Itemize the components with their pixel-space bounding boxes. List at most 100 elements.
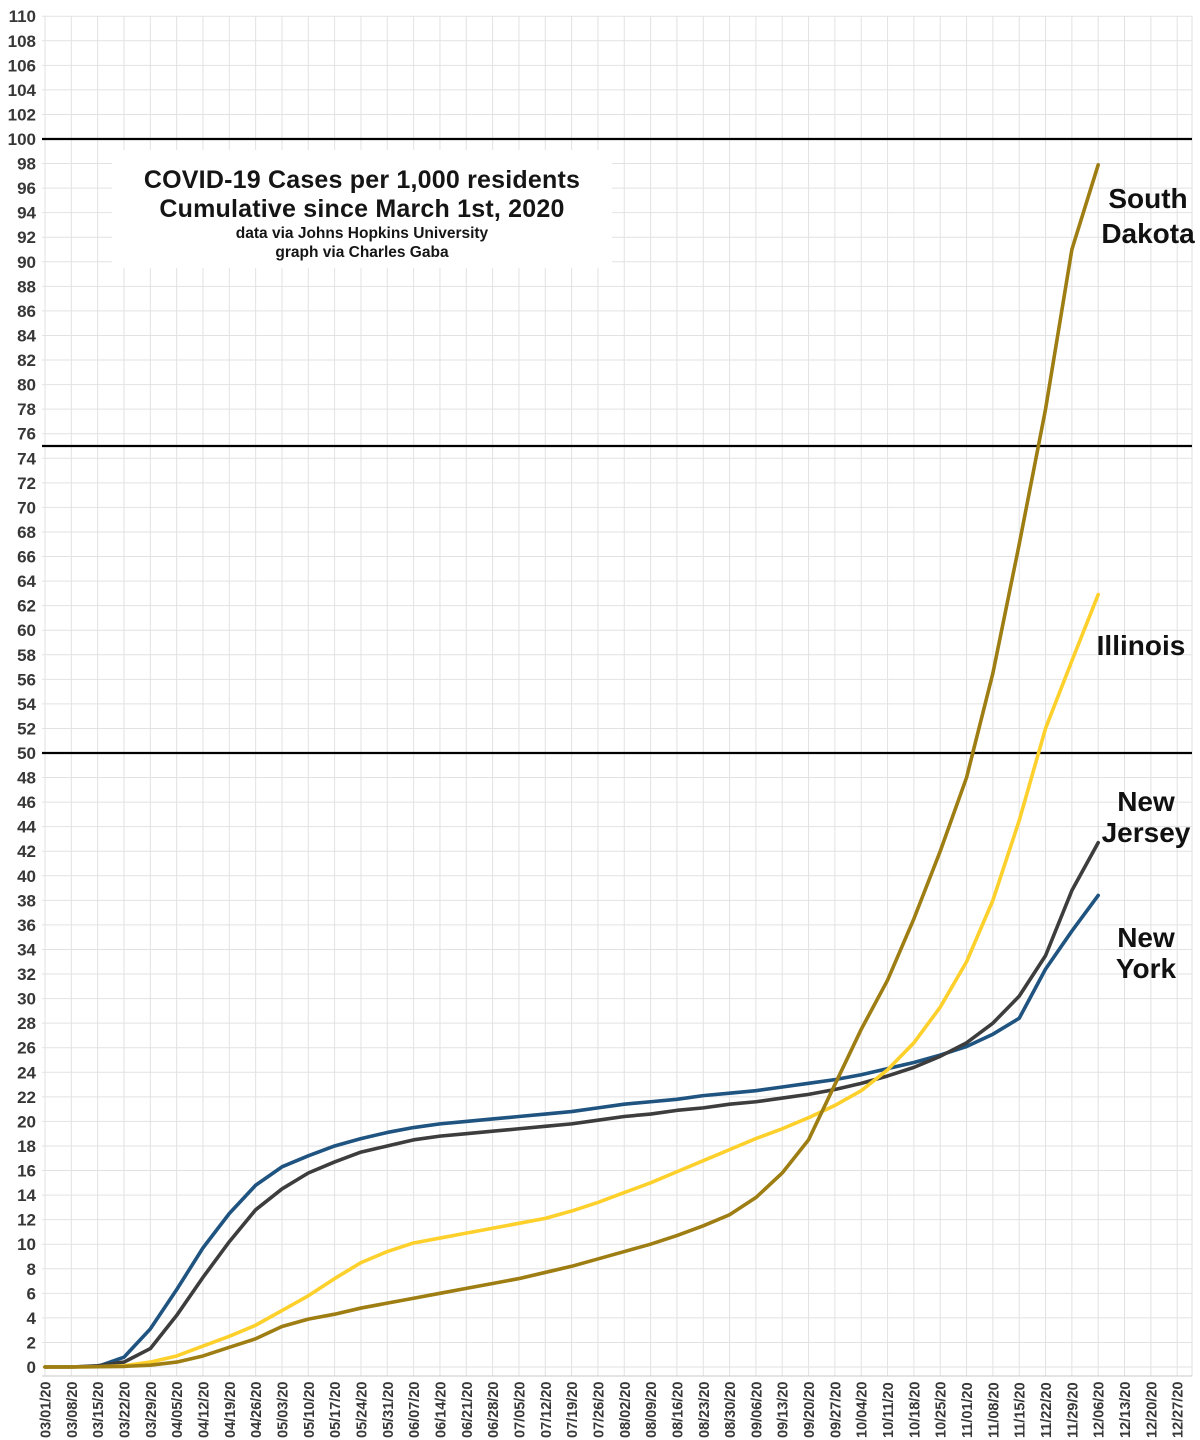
y-tick-label: 88 xyxy=(17,277,36,296)
x-tick-label: 03/15/20 xyxy=(91,1382,107,1438)
x-tick-label: 04/19/20 xyxy=(223,1382,239,1438)
y-tick-label: 4 xyxy=(27,1309,37,1328)
x-tick-label: 06/21/20 xyxy=(460,1382,476,1438)
line-south-dakota xyxy=(43,162,1100,1369)
x-tick-label: 03/01/20 xyxy=(39,1382,55,1438)
y-tick-label: 26 xyxy=(17,1039,36,1058)
y-tick-label: 102 xyxy=(8,105,36,124)
series-label-text: Jersey xyxy=(1101,817,1191,848)
series-label-south-dakota: South Dakota xyxy=(1090,181,1200,251)
x-tick-label: 09/27/20 xyxy=(828,1382,844,1438)
x-tick-label: 10/18/20 xyxy=(907,1382,923,1438)
y-tick-label: 36 xyxy=(17,916,36,935)
series-label-new-york: New York xyxy=(1098,922,1194,984)
x-tick-label: 11/15/20 xyxy=(1013,1382,1029,1438)
x-tick-label: 03/08/20 xyxy=(65,1382,81,1438)
y-tick-label: 72 xyxy=(17,474,36,493)
x-tick-label: 06/28/20 xyxy=(486,1382,502,1438)
x-tick-label: 12/27/20 xyxy=(1171,1382,1187,1438)
y-tick-label: 76 xyxy=(17,425,36,444)
y-tick-label: 94 xyxy=(17,204,36,223)
y-tick-label: 48 xyxy=(17,769,36,788)
y-tick-label: 52 xyxy=(17,719,36,738)
y-tick-label: 32 xyxy=(17,965,36,984)
x-tick-label: 11/29/20 xyxy=(1065,1382,1081,1438)
y-tick-label: 82 xyxy=(17,351,36,370)
x-tick-label: 05/31/20 xyxy=(381,1382,397,1438)
x-tick-label: 05/17/20 xyxy=(328,1382,344,1438)
x-tick-label: 06/14/20 xyxy=(433,1382,449,1438)
x-tick-label: 07/12/20 xyxy=(539,1382,555,1438)
series-label-text: New xyxy=(1117,786,1175,817)
y-tick-label: 2 xyxy=(27,1333,36,1352)
x-tick-label: 12/13/20 xyxy=(1118,1382,1134,1438)
line-illinois xyxy=(43,592,1100,1369)
y-tick-label: 54 xyxy=(17,695,36,714)
y-tick-label: 14 xyxy=(17,1186,36,1205)
y-tick-label: 0 xyxy=(27,1358,36,1377)
x-tick-label: 09/06/20 xyxy=(749,1382,765,1438)
series-label-text: York xyxy=(1115,953,1177,984)
series-label-text: New xyxy=(1117,922,1175,953)
x-tick-label: 07/26/20 xyxy=(591,1382,607,1438)
series-label-text: Dakota xyxy=(1101,218,1195,249)
line-new-jersey xyxy=(43,840,1100,1369)
y-tick-label: 108 xyxy=(8,32,36,51)
x-tick-label: 08/16/20 xyxy=(670,1382,686,1438)
y-tick-label: 38 xyxy=(17,891,36,910)
y-tick-label: 86 xyxy=(17,302,36,321)
y-tick-label: 84 xyxy=(17,326,36,345)
y-tick-label: 98 xyxy=(17,155,36,174)
y-tick-label: 100 xyxy=(8,130,36,149)
y-tick-label: 58 xyxy=(17,646,36,665)
y-tick-label: 16 xyxy=(17,1162,36,1181)
x-tick-label: 11/22/20 xyxy=(1039,1382,1055,1438)
x-tick-label: 07/05/20 xyxy=(512,1382,528,1438)
series-label-text: Illinois xyxy=(1096,630,1186,661)
y-tick-label: 40 xyxy=(17,867,36,886)
y-tick-label: 80 xyxy=(17,376,36,395)
y-tick-label: 78 xyxy=(17,400,36,419)
x-axis-tick-labels: 03/01/20 03/08/20 03/15/20 03/22/20 03/29/20… xyxy=(39,1382,1187,1438)
y-tick-label: 62 xyxy=(17,597,36,616)
x-tick-label: 05/03/20 xyxy=(275,1382,291,1438)
x-tick-label: 04/05/20 xyxy=(170,1382,186,1438)
y-tick-label: 42 xyxy=(17,842,36,861)
y-tick-label: 104 xyxy=(8,81,37,100)
chart-title-box: COVID-19 Cases per 1,000 residents Cumul… xyxy=(112,150,612,268)
series-label-illinois: Illinois xyxy=(1093,630,1189,661)
series-lines xyxy=(43,162,1100,1369)
y-tick-label: 60 xyxy=(17,621,36,640)
y-tick-label: 34 xyxy=(17,940,36,959)
y-tick-label: 18 xyxy=(17,1137,36,1156)
x-tick-label: 08/23/20 xyxy=(697,1382,713,1438)
reference-lines xyxy=(42,137,1192,755)
y-tick-label: 70 xyxy=(17,498,36,517)
x-tick-label: 11/01/20 xyxy=(960,1382,976,1438)
x-tick-label: 08/02/20 xyxy=(618,1382,634,1438)
y-tick-label: 74 xyxy=(17,449,36,468)
x-tick-label: 05/24/20 xyxy=(354,1382,370,1438)
series-label-new-jersey: New Jersey xyxy=(1096,786,1196,848)
y-tick-label: 44 xyxy=(17,818,36,837)
chart-title: COVID-19 Cases per 1,000 residents xyxy=(143,166,581,194)
y-tick-label: 110 xyxy=(9,7,36,26)
x-tick-label: 09/20/20 xyxy=(802,1382,818,1438)
x-tick-label: 10/04/20 xyxy=(855,1382,871,1438)
y-tick-label: 50 xyxy=(17,744,36,763)
y-tick-label: 12 xyxy=(17,1211,36,1230)
x-tick-label: 12/20/20 xyxy=(1144,1382,1160,1438)
y-tick-label: 28 xyxy=(17,1014,36,1033)
x-tick-label: 10/11/20 xyxy=(881,1382,897,1438)
y-tick-label: 92 xyxy=(17,228,36,247)
x-tick-label: 03/22/20 xyxy=(117,1382,133,1438)
x-tick-label: 07/19/20 xyxy=(565,1382,581,1438)
y-tick-label: 90 xyxy=(17,253,36,272)
y-tick-label: 6 xyxy=(27,1284,36,1303)
x-tick-label: 11/08/20 xyxy=(986,1382,1002,1438)
y-tick-label: 8 xyxy=(27,1260,36,1279)
y-tick-label: 10 xyxy=(17,1235,36,1254)
x-tick-label: 09/13/20 xyxy=(776,1382,792,1438)
series-label-text: South xyxy=(1108,183,1188,214)
